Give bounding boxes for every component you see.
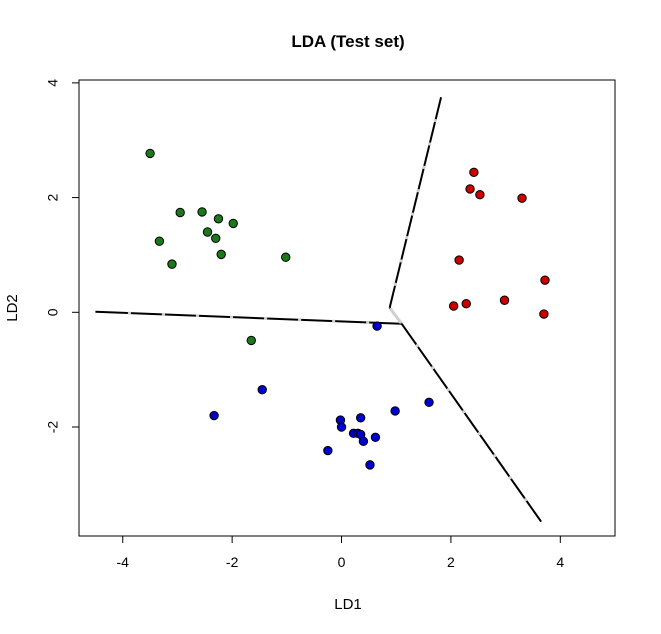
data-point-s1-0 [469, 167, 479, 178]
boundary-grid-point [508, 476, 512, 480]
x-tick-label: -4 [117, 554, 130, 570]
data-point-s2-0 [372, 321, 382, 331]
data-point-s2-14 [365, 460, 375, 470]
x-tick-label: 4 [556, 554, 564, 570]
y-tick-label: 0 [45, 308, 61, 316]
boundary-grid-point [229, 315, 234, 319]
data-point-s1-7 [461, 298, 471, 309]
data-point-s0-9 [167, 259, 177, 269]
data-point-s2-7 [336, 422, 347, 432]
x-tick-label: 2 [447, 554, 455, 570]
data-point-s2-4 [390, 406, 400, 416]
plot-area-frame [78, 79, 616, 537]
boundary-grid-point [405, 235, 409, 240]
boundary-grid-points [127, 118, 528, 502]
data-point-s1-1 [465, 184, 475, 194]
data-point-s2-12 [358, 436, 369, 447]
boundary-grid-point [462, 410, 466, 414]
data-point-s0-6 [202, 227, 213, 237]
x-tick-label: -2 [226, 554, 239, 570]
data-point-s0-4 [228, 218, 238, 229]
x-tick-label: 0 [338, 554, 346, 570]
boundary-line-0 [388, 96, 443, 308]
data-point-s2-13 [323, 445, 333, 456]
data-point-s0-1 [175, 207, 185, 218]
data-point-s1-3 [517, 193, 527, 203]
data-point-s2-3 [424, 397, 434, 408]
data-point-s0-7 [211, 233, 221, 244]
data-point-s0-8 [216, 249, 226, 260]
boundary-grid-point [416, 189, 420, 193]
data-point-s0-3 [213, 214, 224, 224]
chart-title: LDA (Test set) [291, 32, 404, 51]
data-point-s2-11 [370, 432, 381, 443]
boundary-grid-point [398, 320, 402, 324]
boundary-grid-point [433, 118, 437, 123]
boundary-grid-point [393, 282, 397, 286]
data-point-s0-5 [154, 236, 165, 246]
boundary-grid-point [161, 312, 166, 317]
data-point-s0-0 [145, 148, 155, 159]
data-point-s0-11 [246, 335, 256, 346]
y-tick-label: 2 [45, 193, 61, 201]
boundary-grid-point [477, 432, 481, 436]
x-axis-label: LD1 [334, 596, 362, 613]
data-point-s0-10 [281, 252, 291, 262]
y-tick-label: -2 [45, 421, 61, 434]
boundary-grid-point [332, 319, 336, 323]
data-point-s2-5 [355, 413, 366, 423]
boundary-grid-point [195, 314, 200, 318]
boundary-grid-point [431, 366, 435, 370]
boundary-grid-point [366, 320, 370, 325]
boundary-grid-point [493, 454, 497, 458]
data-point-s1-6 [499, 295, 510, 305]
boundary-grid-point [415, 344, 419, 348]
data-point-s1-5 [540, 275, 550, 285]
data-point-s1-2 [475, 190, 485, 200]
data-point-s0-2 [197, 207, 207, 217]
boundary-grid-point [297, 318, 302, 322]
boundary-grid-point [422, 165, 426, 169]
y-axis-label: LD2 [4, 294, 21, 322]
boundary-grid-point [127, 311, 132, 315]
boundary-grid-point [399, 259, 403, 263]
y-axis: -2 0 2 4 [45, 79, 80, 434]
y-tick-label: 4 [45, 79, 61, 87]
data-point-s2-2 [209, 410, 219, 421]
boundary-grid-point [446, 388, 450, 392]
boundary-line-3 [400, 323, 542, 523]
boundary-grid-point [428, 142, 432, 146]
data-point-s1-4 [454, 255, 464, 265]
x-axis: -4 -2 0 2 4 [117, 535, 564, 570]
boundary-line-2 [95, 310, 402, 325]
boundary-grid-point [410, 212, 415, 216]
data-point-s1-9 [539, 309, 549, 319]
boundary-grid-point [263, 316, 268, 321]
boundary-grid-point [524, 498, 528, 502]
data-points [145, 148, 550, 470]
data-point-s1-8 [448, 301, 459, 311]
data-point-s2-1 [257, 385, 267, 395]
decision-boundaries [95, 96, 542, 523]
